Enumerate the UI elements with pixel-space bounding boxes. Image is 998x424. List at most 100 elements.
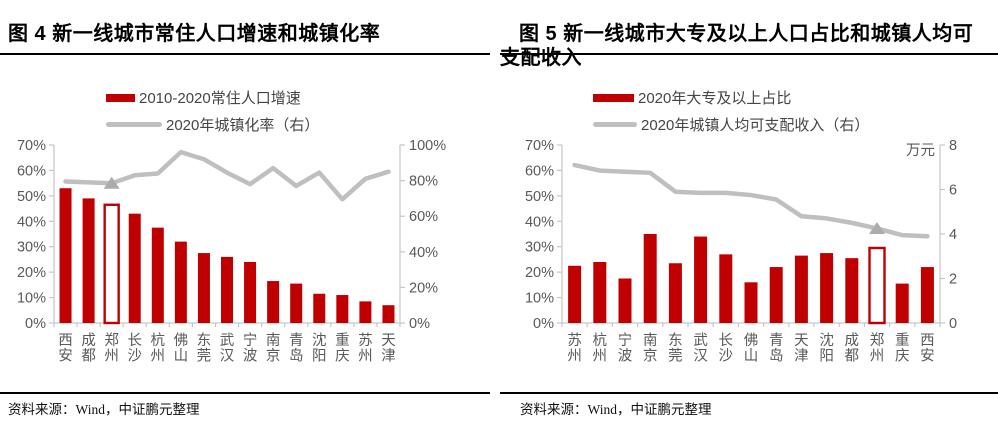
figure-5-title: 图 5 新一线城市大专及以上人口占比和城镇人均可支配收入 xyxy=(500,22,974,69)
title-divider xyxy=(500,53,998,55)
right-axis-tick-label: 20% xyxy=(409,280,438,296)
x-axis-category-label: 东莞 xyxy=(197,332,212,365)
title-divider xyxy=(0,53,490,55)
bar xyxy=(59,188,72,323)
figure-5-column: 图 5 新一线城市大专及以上人口占比和城镇人均可支配收入 2020年大专及以上占… xyxy=(500,0,998,424)
bar xyxy=(668,263,682,323)
figure-5-source: 资料来源：Wind，中证鹏元整理 xyxy=(520,402,712,417)
legend-label: 2020年城镇化率（右） xyxy=(166,117,320,134)
bar xyxy=(845,258,859,323)
x-axis-category-label: 长沙 xyxy=(127,332,142,365)
x-axis-category-label: 长沙 xyxy=(719,332,734,365)
right-axis-tick-label: 8 xyxy=(949,138,957,154)
line-series xyxy=(572,162,930,239)
bar xyxy=(920,267,934,323)
x-axis-category-label: 武汉 xyxy=(693,332,708,365)
bar xyxy=(290,283,303,323)
x-axis-category-label: 天津 xyxy=(794,333,809,365)
left-axis-tick-label: 10% xyxy=(17,291,46,307)
x-axis-category-label: 东莞 xyxy=(668,332,683,365)
x-axis-category-label: 重庆 xyxy=(335,332,350,365)
triangle-marker xyxy=(869,221,885,234)
right-axis-tick-label: 0% xyxy=(409,316,430,332)
bar xyxy=(197,253,210,323)
bar-highlighted xyxy=(868,246,886,325)
figure-4-title: 图 4 新一线城市常住人口增速和城镇化率 xyxy=(8,22,381,45)
left-axis-tick-label: 50% xyxy=(525,189,554,205)
x-axis-category-label: 青岛 xyxy=(289,332,304,365)
legend-row: 2020年城镇人均可支配收入（右） xyxy=(593,111,869,138)
bar xyxy=(769,267,783,323)
left-axis-tick-label: 50% xyxy=(17,189,46,205)
x-axis-category-label: 杭州 xyxy=(151,332,166,365)
legend-row: 2020年大专及以上占比 xyxy=(593,84,869,111)
right-axis-tick-label: 2 xyxy=(949,272,957,288)
x-axis-category-label: 沈阳 xyxy=(312,332,327,365)
x-axis-category-label: 青岛 xyxy=(769,332,784,365)
x-axis-category-label: 成都 xyxy=(81,332,96,365)
figure-5-chart: 0% 10% 20% 30% 40% 50% 60% 70% 0 2 4 6 8 万元苏州杭州宁波南京东莞… xyxy=(525,138,957,365)
right-axis-unit-label: 万元 xyxy=(906,143,935,159)
right-axis-tick-label: 40% xyxy=(409,245,438,261)
bar xyxy=(820,253,834,323)
right-axis-tick-label: 6 xyxy=(949,183,957,199)
left-axis-tick-label: 40% xyxy=(525,214,554,230)
bar xyxy=(568,265,582,323)
x-axis-category-label: 佛山 xyxy=(744,332,759,365)
bar xyxy=(643,234,657,323)
left-axis-tick-label: 20% xyxy=(17,265,46,281)
bar xyxy=(244,261,257,323)
x-axis-category-label: 郑州 xyxy=(870,332,885,365)
x-axis-category-label: 佛山 xyxy=(174,332,189,365)
bar xyxy=(128,213,141,323)
left-axis-tick-label: 60% xyxy=(17,163,46,179)
bar xyxy=(174,241,187,323)
bar-series-swatch xyxy=(593,93,634,102)
left-axis-tick-label: 40% xyxy=(17,214,46,230)
figure-5-legend: 2020年大专及以上占比 2020年城镇人均可支配收入（右） xyxy=(500,84,869,138)
bar xyxy=(618,278,632,323)
legend-label: 2020年大专及以上占比 xyxy=(638,90,792,107)
x-axis-category-label: 沈阳 xyxy=(819,332,834,365)
line-series-swatch xyxy=(593,122,637,127)
x-axis-category-label: 重庆 xyxy=(895,332,910,365)
left-axis-tick-label: 20% xyxy=(525,265,554,281)
bar xyxy=(267,281,280,323)
left-axis-tick-label: 0% xyxy=(25,316,46,332)
bar xyxy=(719,254,733,323)
triangle-marker xyxy=(103,176,120,189)
x-axis-category-label: 西安 xyxy=(58,333,73,365)
bar xyxy=(593,261,607,323)
bar xyxy=(794,255,808,323)
right-axis-tick-label: 60% xyxy=(409,209,438,225)
right-axis-tick-label: 0 xyxy=(949,316,957,332)
left-axis-tick-label: 30% xyxy=(17,240,46,256)
x-axis-category-label: 天津 xyxy=(381,333,396,365)
figure-4-legend: 2010-2020常住人口增速 2020年城镇化率（右） xyxy=(0,84,319,138)
source-divider xyxy=(0,392,490,394)
bar xyxy=(336,295,349,323)
x-axis-category-label: 郑州 xyxy=(104,332,119,365)
legend-row: 2010-2020常住人口增速 xyxy=(106,84,319,111)
bar xyxy=(694,236,708,323)
legend-label: 2020年城镇人均可支配收入（右） xyxy=(641,117,870,134)
x-axis-category-label: 宁波 xyxy=(243,332,258,365)
bar xyxy=(82,198,95,323)
source-divider xyxy=(500,392,998,394)
x-axis-category-label: 西安 xyxy=(920,333,935,365)
bar xyxy=(221,256,233,323)
x-axis-category-label: 杭州 xyxy=(593,332,608,365)
x-axis-category-label: 苏州 xyxy=(358,332,373,365)
legend-row: 2020年城镇化率（右） xyxy=(106,111,319,138)
bar-series-swatch xyxy=(106,93,135,102)
bar-highlighted xyxy=(103,203,120,325)
figure-4-source: 资料来源：Wind，中证鹏元整理 xyxy=(8,402,200,417)
left-axis-tick-label: 70% xyxy=(525,138,554,154)
x-axis-category-label: 宁波 xyxy=(618,332,633,365)
left-axis-tick-label: 60% xyxy=(525,163,554,179)
right-axis-tick-label: 80% xyxy=(409,174,438,190)
line-series-swatch xyxy=(106,122,162,127)
legend-label: 2010-2020常住人口增速 xyxy=(139,90,301,107)
line-series xyxy=(63,149,391,202)
